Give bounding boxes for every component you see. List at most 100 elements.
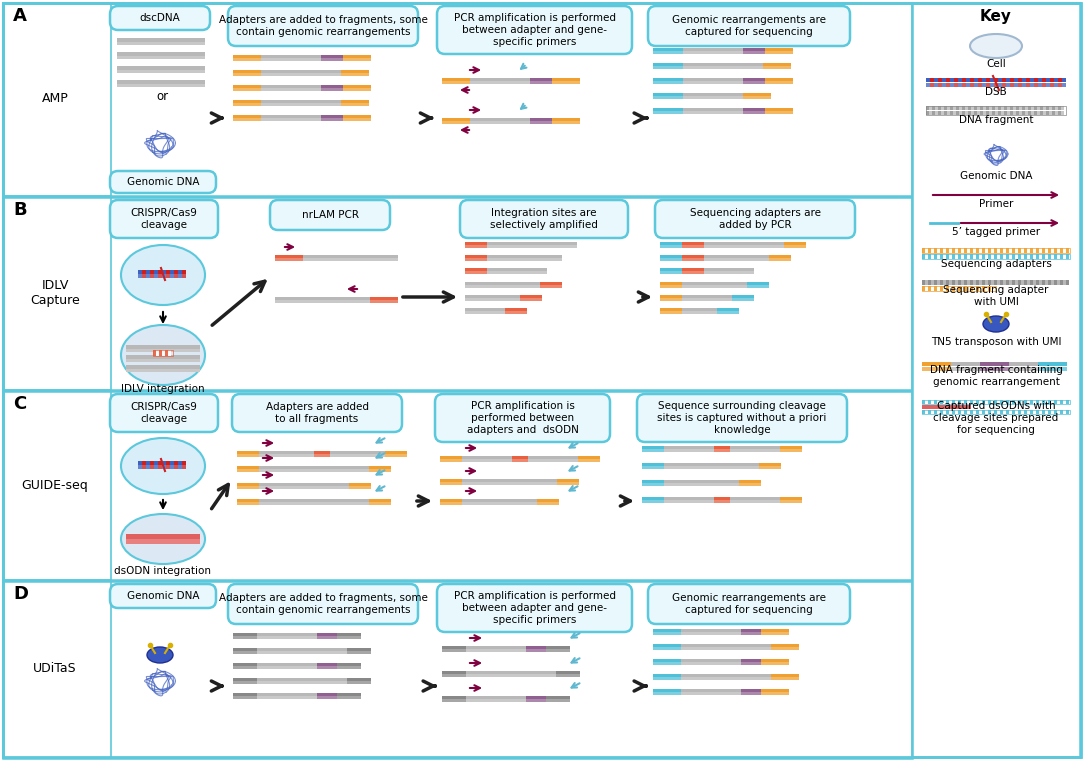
- Bar: [462, 482, 557, 485]
- Bar: [261, 85, 321, 88]
- Bar: [1006, 410, 1009, 414]
- Bar: [126, 369, 201, 372]
- Bar: [1051, 248, 1054, 253]
- Bar: [162, 465, 166, 469]
- Bar: [1006, 254, 1009, 259]
- Bar: [998, 111, 1001, 115]
- Bar: [487, 271, 547, 274]
- Text: Genomic rearrangements are
captured for sequencing: Genomic rearrangements are captured for …: [672, 15, 826, 36]
- Bar: [1027, 410, 1030, 414]
- Bar: [979, 254, 982, 259]
- Bar: [975, 111, 977, 115]
- Bar: [170, 270, 175, 274]
- Bar: [743, 81, 765, 84]
- FancyBboxPatch shape: [435, 394, 610, 442]
- Bar: [958, 248, 962, 253]
- Bar: [682, 311, 717, 314]
- Bar: [343, 88, 371, 91]
- Bar: [237, 486, 259, 489]
- Bar: [976, 286, 979, 291]
- Bar: [530, 81, 552, 84]
- Bar: [237, 451, 259, 454]
- Bar: [976, 248, 979, 253]
- Bar: [975, 78, 978, 82]
- Bar: [126, 534, 201, 539]
- Bar: [976, 400, 979, 404]
- Bar: [964, 286, 967, 291]
- Bar: [259, 466, 369, 469]
- Bar: [962, 78, 966, 82]
- Bar: [528, 456, 578, 459]
- Bar: [440, 479, 462, 482]
- Bar: [117, 52, 205, 56]
- FancyBboxPatch shape: [109, 6, 210, 30]
- Bar: [341, 70, 369, 73]
- Bar: [930, 83, 934, 87]
- Bar: [653, 644, 681, 647]
- Bar: [526, 646, 546, 649]
- Bar: [653, 51, 683, 54]
- Bar: [732, 298, 754, 301]
- Bar: [259, 454, 314, 457]
- Bar: [385, 454, 406, 457]
- Bar: [546, 649, 570, 652]
- Bar: [138, 274, 142, 278]
- Bar: [126, 345, 201, 349]
- Bar: [233, 70, 261, 73]
- Bar: [168, 350, 171, 356]
- Bar: [1048, 248, 1051, 253]
- Bar: [337, 663, 361, 666]
- Bar: [943, 280, 946, 285]
- Bar: [117, 80, 205, 84]
- Bar: [967, 248, 970, 253]
- Bar: [126, 365, 201, 369]
- Bar: [233, 88, 261, 91]
- Text: 5’ tagged primer: 5’ tagged primer: [952, 227, 1040, 237]
- Bar: [166, 274, 170, 278]
- Bar: [578, 459, 601, 462]
- Bar: [138, 465, 142, 469]
- Bar: [275, 297, 370, 300]
- Bar: [970, 410, 973, 414]
- Bar: [968, 111, 971, 115]
- Bar: [991, 280, 994, 285]
- Bar: [931, 248, 934, 253]
- Bar: [1010, 111, 1014, 115]
- Bar: [261, 88, 321, 91]
- Bar: [1036, 410, 1038, 414]
- Bar: [126, 359, 201, 362]
- Bar: [1066, 254, 1069, 259]
- Bar: [973, 254, 976, 259]
- Bar: [922, 248, 925, 253]
- Bar: [994, 78, 998, 82]
- Bar: [941, 111, 944, 115]
- Bar: [660, 285, 682, 288]
- Bar: [664, 463, 759, 466]
- Bar: [1031, 111, 1034, 115]
- Bar: [763, 66, 791, 69]
- Bar: [552, 78, 580, 81]
- Bar: [466, 646, 526, 649]
- Bar: [937, 280, 940, 285]
- Bar: [982, 248, 985, 253]
- Bar: [466, 674, 556, 677]
- Bar: [761, 662, 789, 665]
- Bar: [440, 502, 462, 505]
- Bar: [973, 410, 976, 414]
- Bar: [1019, 106, 1022, 110]
- Bar: [1038, 248, 1042, 253]
- Bar: [1018, 83, 1022, 87]
- Bar: [934, 400, 937, 404]
- Bar: [940, 286, 943, 291]
- Bar: [440, 459, 462, 462]
- Bar: [988, 248, 991, 253]
- Bar: [1006, 280, 1009, 285]
- Bar: [714, 449, 730, 452]
- Bar: [739, 480, 761, 483]
- Bar: [714, 497, 730, 500]
- Bar: [1038, 254, 1042, 259]
- Bar: [166, 465, 170, 469]
- Bar: [1015, 248, 1018, 253]
- Bar: [683, 63, 763, 66]
- Bar: [1003, 400, 1006, 404]
